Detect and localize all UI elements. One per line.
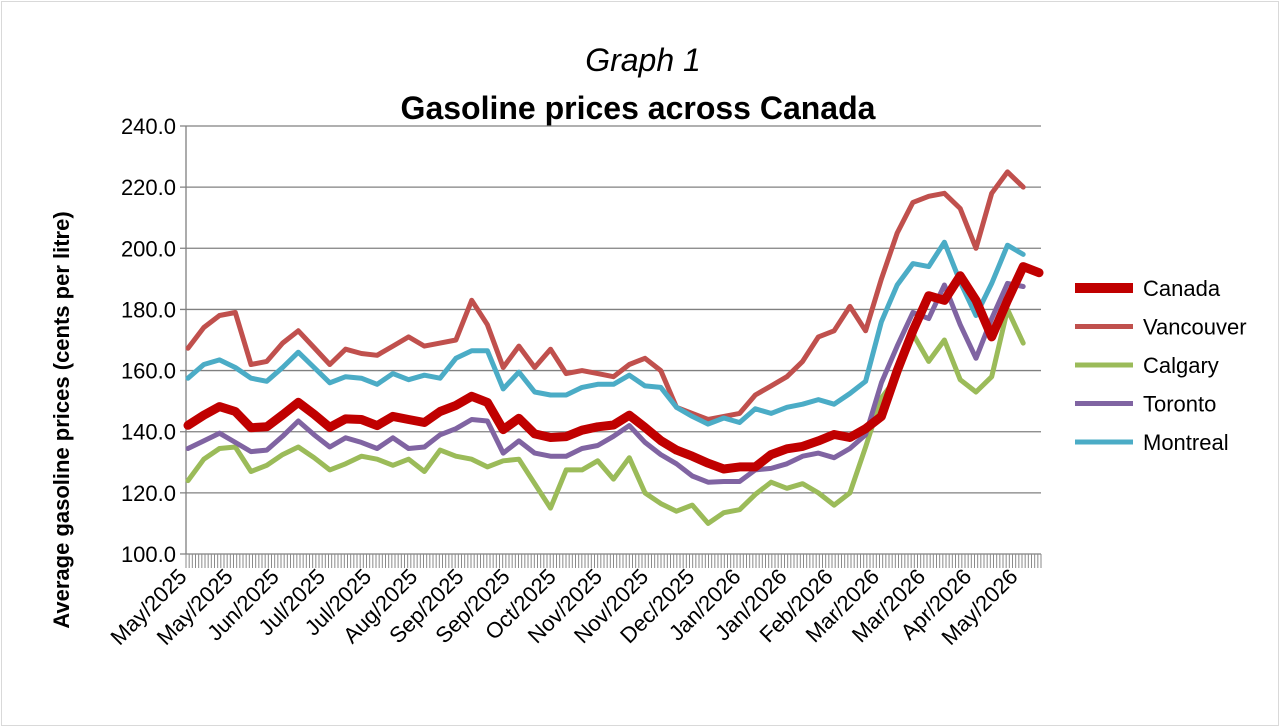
legend-label-toronto: Toronto (1143, 392, 1216, 417)
series-line-canada (183, 262, 1044, 474)
y-tick-label: 100.0 (121, 542, 176, 567)
y-tick-label: 140.0 (121, 420, 176, 445)
series-line-vancouver (185, 169, 1026, 422)
series-lines (183, 169, 1044, 526)
gridlines (180, 125, 1041, 555)
y-tick-label: 120.0 (121, 481, 176, 506)
chart-title: Gasoline prices across Canada (401, 90, 876, 126)
y-tick-label: 180.0 (121, 297, 176, 322)
x-axis: May/2025May/2025Jun/2025Jul/2025Jul/2025… (106, 554, 1042, 650)
series-line-toronto (185, 280, 1026, 485)
y-tick-label: 240.0 (121, 114, 176, 139)
y-tick-label: 160.0 (121, 359, 176, 384)
legend-label-calgary: Calgary (1143, 353, 1219, 378)
y-tick-label: 200.0 (121, 236, 176, 261)
y-axis-ticks: 100.0 120.0 140.0 160.0 180.0 200.0 220.0 240.0 (121, 114, 176, 567)
legend-label-vancouver: Vancouver (1143, 315, 1247, 340)
y-tick-label: 220.0 (121, 175, 176, 200)
series-line-montreal (185, 239, 1026, 427)
y-axis-title: Average gasoline prices (cents per litre… (49, 211, 74, 628)
series-line-calgary (185, 306, 1026, 526)
legend-label-montreal: Montreal (1143, 430, 1229, 455)
legend: Canada Vancouver Calgary Toronto Montreal (1075, 276, 1247, 455)
legend-label-canada: Canada (1143, 276, 1221, 301)
chart-subtitle: Graph 1 (585, 42, 701, 78)
